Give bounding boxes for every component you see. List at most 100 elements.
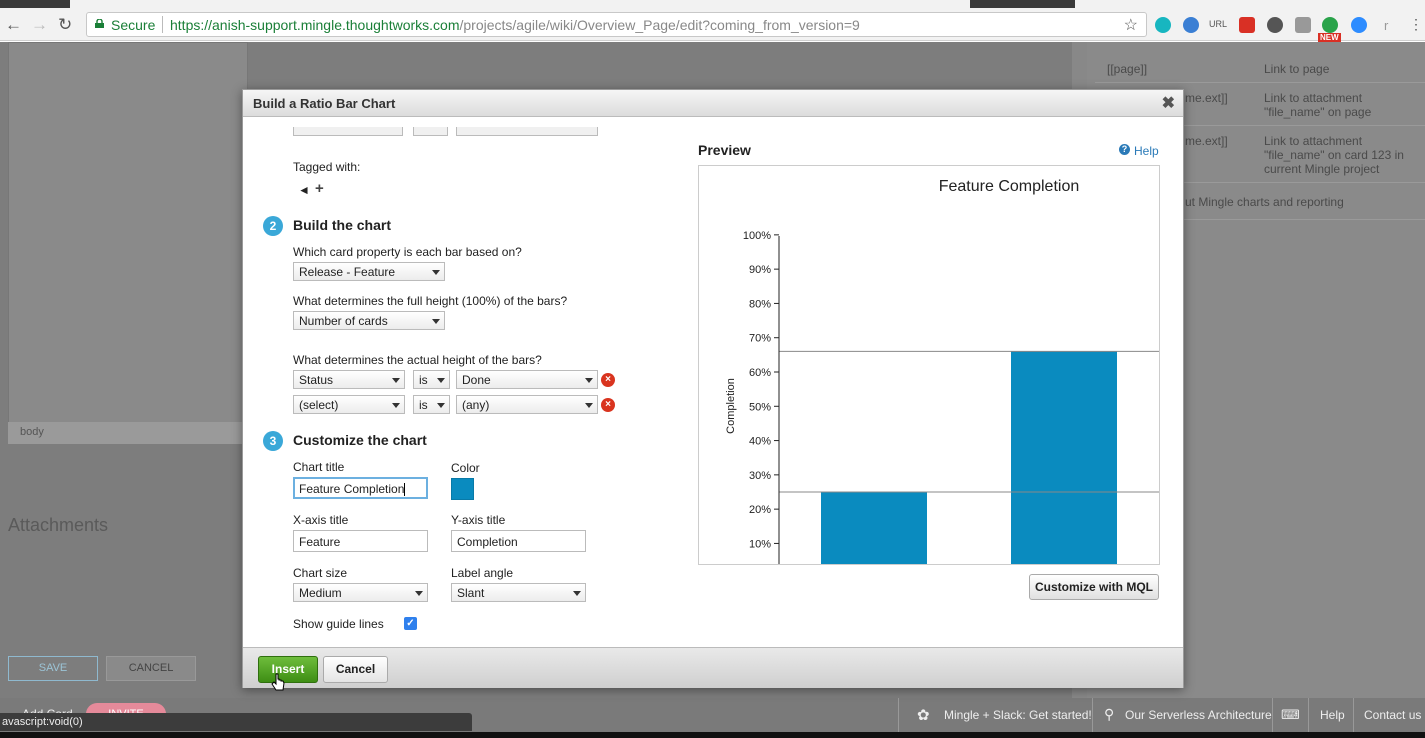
status-tooltip: avascript:void(0) xyxy=(0,713,472,731)
lock-icon xyxy=(95,19,104,28)
address-bar[interactable]: Secure https://anish-support.mingle.thou… xyxy=(86,12,1147,37)
help-link-dialog[interactable]: Help xyxy=(1134,144,1159,158)
condition-2-value: (any) xyxy=(462,398,490,412)
full-height-question: What determines the full height (100%) o… xyxy=(293,294,568,308)
extension-gauge-icon[interactable] xyxy=(1267,17,1283,33)
contact-link[interactable]: Contact us xyxy=(1364,708,1422,722)
guide-lines-checkbox[interactable]: ✓ xyxy=(404,617,417,630)
help-row-syntax: [[page]] xyxy=(1107,62,1148,76)
y-tick-label: 100% xyxy=(743,230,771,242)
extension-zoom-icon[interactable] xyxy=(1351,17,1367,33)
actual-height-question: What determines the actual height of the… xyxy=(293,353,542,367)
body-label: body xyxy=(8,422,248,444)
help-row: [[page]] Link to page xyxy=(1095,54,1425,83)
charts-reporting-link[interactable]: ut Mingle charts and reporting xyxy=(1185,195,1344,209)
extension-gray-icon[interactable] xyxy=(1295,17,1311,33)
bookmark-star-icon[interactable]: ☆ xyxy=(1123,17,1138,34)
remove-condition-2-icon[interactable]: × xyxy=(601,398,615,412)
step-3-badge: 3 xyxy=(263,431,283,451)
condition-1-property: Status xyxy=(299,373,334,387)
help-row-syntax: me.ext]] xyxy=(1185,134,1228,148)
bottom-divider xyxy=(1092,698,1093,732)
keyboard-icon[interactable]: ⌨ xyxy=(1281,707,1300,722)
help-link[interactable]: Help xyxy=(1320,708,1345,722)
condition-2-property-select[interactable]: (select) xyxy=(293,395,405,414)
yaxis-title-input[interactable]: Completion xyxy=(451,530,586,552)
menu-dots-icon[interactable]: ⋮ xyxy=(1409,16,1423,32)
extension-url-icon[interactable]: URL xyxy=(1209,19,1228,29)
secure-label: Secure xyxy=(111,17,156,33)
chevron-down-icon xyxy=(585,378,593,383)
chevron-down-icon xyxy=(415,591,423,596)
dialog-title: Build a Ratio Bar Chart xyxy=(253,96,396,111)
remove-condition-1-icon[interactable]: × xyxy=(601,373,615,387)
omnibox-divider xyxy=(162,16,163,33)
condition-1-op-select[interactable]: is xyxy=(413,370,450,389)
extension-red-icon[interactable] xyxy=(1239,17,1255,33)
forward-icon[interactable]: → xyxy=(31,15,48,34)
extension-r-icon[interactable]: r xyxy=(1384,18,1389,33)
condition-2-op-select[interactable]: is xyxy=(413,395,450,414)
insert-button[interactable]: Insert xyxy=(258,656,318,683)
y-tick-label: 30% xyxy=(749,470,771,482)
xaxis-title-label: X-axis title xyxy=(293,513,349,527)
y-tick-label: 60% xyxy=(749,367,771,379)
ratio-bar-chart-dialog: Build a Ratio Bar Chart ✖ Tagged with: ◄… xyxy=(242,89,1184,691)
full-height-select[interactable]: Number of cards xyxy=(293,311,445,330)
chevron-down-icon xyxy=(437,378,445,383)
dialog-footer: Insert Cancel xyxy=(243,647,1183,691)
url-text: https://anish-support.mingle.thoughtwork… xyxy=(170,17,860,33)
bottom-divider xyxy=(1308,698,1309,732)
xaxis-title-input[interactable]: Feature xyxy=(293,530,428,552)
chart-preview: Feature Completion Completion 10% 20% 30% 40%… xyxy=(698,165,1160,565)
screen-bottom-edge xyxy=(0,732,1425,738)
condition-1-property-select[interactable]: Status xyxy=(293,370,405,389)
help-row-syntax: me.ext]] xyxy=(1185,91,1228,105)
color-swatch[interactable] xyxy=(451,478,474,500)
condition-1-op: is xyxy=(419,373,428,387)
bar xyxy=(1011,351,1117,564)
y-tick-label: 80% xyxy=(749,298,771,310)
clipped-filter-op xyxy=(413,127,450,144)
yaxis-title-label: Y-axis title xyxy=(451,513,506,527)
slack-link[interactable]: Mingle + Slack: Get started! xyxy=(944,708,1092,722)
extension-globe-icon[interactable] xyxy=(1183,17,1199,33)
reload-icon[interactable]: ↻ xyxy=(58,15,73,34)
chart-size-label: Chart size xyxy=(293,566,348,580)
close-icon[interactable]: ✖ xyxy=(1161,95,1175,112)
bar-property-select[interactable]: Release - Feature xyxy=(293,262,445,281)
save-button[interactable]: SAVE xyxy=(8,656,98,681)
chart-title-value: Feature Completion xyxy=(299,482,405,496)
y-axis-title: Completion xyxy=(725,378,737,434)
y-tick-label: 90% xyxy=(749,264,771,276)
chevron-down-icon xyxy=(432,319,440,324)
chart-title-input[interactable]: Feature Completion xyxy=(293,477,428,499)
clipped-filter-value xyxy=(456,127,601,144)
cancel-button[interactable]: Cancel xyxy=(323,656,388,683)
pointer-cursor-icon xyxy=(271,673,285,691)
y-tick-label: 10% xyxy=(749,538,771,550)
chevron-down-icon xyxy=(585,403,593,408)
condition-2-value-select[interactable]: (any) xyxy=(456,395,598,414)
add-tag-icon[interactable]: + xyxy=(315,180,324,197)
chart-size-select[interactable]: Medium xyxy=(293,583,428,602)
text-cursor xyxy=(404,483,406,497)
chevron-down-icon xyxy=(437,403,445,408)
customize-mql-button[interactable]: Customize with MQL xyxy=(1029,574,1159,600)
help-icon[interactable]: ? xyxy=(1119,144,1130,155)
bottom-divider xyxy=(1272,698,1273,732)
condition-1-value-select[interactable]: Done xyxy=(456,370,598,389)
label-angle-select[interactable]: Slant xyxy=(451,583,586,602)
serverless-link[interactable]: Our Serverless Architecture xyxy=(1125,708,1272,722)
bar-property-value: Release - Feature xyxy=(299,265,396,279)
extension-grammarly-icon[interactable] xyxy=(1322,17,1338,33)
extension-m-icon[interactable] xyxy=(1155,17,1171,33)
help-row: me.ext]] Link to attachment "file_name" … xyxy=(1095,83,1425,126)
slack-icon: ✿ xyxy=(917,707,930,724)
help-row-desc: Link to attachment "file_name" on card 1… xyxy=(1264,134,1404,176)
tag-icon: ◄ xyxy=(298,183,310,197)
step-3-title: Customize the chart xyxy=(293,432,427,448)
full-height-value: Number of cards xyxy=(299,314,388,328)
back-icon[interactable]: ← xyxy=(5,15,22,34)
cancel-page-button[interactable]: CANCEL xyxy=(106,656,196,681)
